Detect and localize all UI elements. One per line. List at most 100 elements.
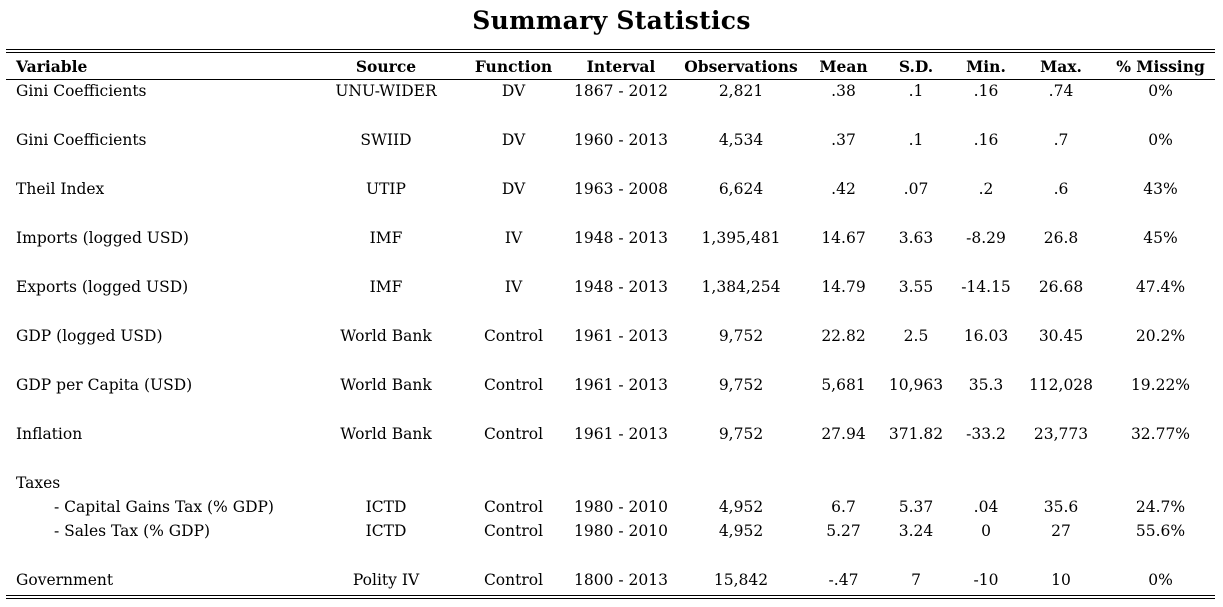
cell-mean: 6.7 bbox=[831, 498, 856, 516]
cell-mean: 5,681 bbox=[821, 376, 866, 394]
cell-function: Control bbox=[483, 327, 544, 345]
cell-sd: 3.63 bbox=[898, 229, 934, 247]
cell-missing: 20.2% bbox=[1135, 327, 1186, 345]
cell-min: -14.15 bbox=[961, 278, 1011, 296]
cell-max: .74 bbox=[1048, 82, 1074, 100]
row-spacer bbox=[6, 397, 1215, 422]
cell-function: DV bbox=[501, 131, 526, 149]
column-header-observations: Observations bbox=[684, 57, 798, 76]
cell-mean: -.47 bbox=[828, 571, 859, 589]
cell-function: IV bbox=[504, 229, 523, 247]
cell-sd: .1 bbox=[908, 82, 924, 100]
column-header-mean: Mean bbox=[819, 57, 868, 76]
table-row: Theil Index UTIP DV 1963 - 2008 6,624 .4… bbox=[6, 177, 1215, 201]
cell-variable: Government bbox=[16, 571, 114, 589]
cell-source: ICTD bbox=[365, 522, 407, 540]
table-row: GDP per Capita (USD) World Bank Control … bbox=[6, 373, 1215, 397]
cell-min: 0 bbox=[981, 522, 991, 540]
column-header-min: Min. bbox=[966, 57, 1006, 76]
cell-missing: 47.4% bbox=[1135, 278, 1186, 296]
cell-max: 35.6 bbox=[1043, 498, 1079, 516]
cell-mean: 5.27 bbox=[826, 522, 861, 540]
cell-max: 27 bbox=[1051, 522, 1071, 540]
cell-observations: 9,752 bbox=[718, 376, 764, 394]
cell-function: Control bbox=[483, 522, 544, 540]
cell-source: UTIP bbox=[366, 180, 406, 198]
cell-max: 30.45 bbox=[1038, 327, 1084, 345]
cell-observations: 9,752 bbox=[718, 327, 764, 345]
cell-function: DV bbox=[501, 82, 526, 100]
cell-observations: 1,395,481 bbox=[701, 229, 781, 247]
bottom-rule-inner bbox=[6, 595, 1215, 596]
cell-sd: 371.82 bbox=[888, 425, 944, 443]
taxes-group-label: Taxes bbox=[16, 474, 61, 492]
cell-mean: 22.82 bbox=[821, 327, 866, 345]
row-spacer bbox=[6, 446, 1215, 471]
cell-observations: 15,842 bbox=[713, 571, 769, 589]
cell-source: World Bank bbox=[340, 376, 432, 394]
cell-sd: 10,963 bbox=[888, 376, 944, 394]
cell-max: .6 bbox=[1053, 180, 1069, 198]
cell-mean: .42 bbox=[831, 180, 856, 198]
cell-max: 10 bbox=[1051, 571, 1071, 589]
column-header-source: Source bbox=[355, 57, 417, 76]
row-spacer bbox=[6, 250, 1215, 275]
cell-observations: 4,952 bbox=[718, 522, 764, 540]
cell-mean: 14.79 bbox=[821, 278, 866, 296]
cell-function: Control bbox=[483, 425, 544, 443]
cell-missing: 0% bbox=[1148, 571, 1173, 589]
cell-sd: 7 bbox=[911, 571, 921, 589]
cell-interval: 1867 - 2012 bbox=[574, 82, 668, 100]
cell-variable: GDP (logged USD) bbox=[16, 327, 163, 345]
cell-min: 35.3 bbox=[968, 376, 1004, 394]
cell-variable: - Capital Gains Tax (% GDP) bbox=[54, 498, 274, 516]
cell-max: 26.8 bbox=[1043, 229, 1079, 247]
cell-observations: 1,384,254 bbox=[701, 278, 781, 296]
cell-max: .7 bbox=[1053, 131, 1069, 149]
cell-variable: Exports (logged USD) bbox=[16, 278, 189, 296]
cell-variable: Gini Coefficients bbox=[16, 131, 147, 149]
cell-mean: .38 bbox=[831, 82, 856, 100]
summary-statistics-table: Variable Source Function Interval Observ… bbox=[6, 55, 1215, 592]
cell-min: .04 bbox=[973, 498, 999, 516]
table-row: Inflation World Bank Control 1961 - 2013… bbox=[6, 422, 1215, 446]
taxes-group-row: Taxes bbox=[6, 471, 1215, 495]
cell-function: Control bbox=[483, 498, 544, 516]
cell-interval: 1960 - 2013 bbox=[574, 131, 668, 149]
cell-min: -33.2 bbox=[966, 425, 1006, 443]
row-spacer bbox=[6, 201, 1215, 226]
cell-source: IMF bbox=[369, 229, 403, 247]
row-spacer bbox=[6, 348, 1215, 373]
cell-variable: GDP per Capita (USD) bbox=[16, 376, 193, 394]
row-spacer bbox=[6, 543, 1215, 568]
cell-variable: Imports (logged USD) bbox=[16, 229, 189, 247]
cell-mean: 14.67 bbox=[821, 229, 866, 247]
cell-min: .16 bbox=[973, 82, 999, 100]
cell-interval: 1961 - 2013 bbox=[574, 327, 668, 345]
cell-interval: 1963 - 2008 bbox=[574, 180, 668, 198]
cell-variable: Theil Index bbox=[16, 180, 105, 198]
cell-sd: 3.24 bbox=[898, 522, 934, 540]
cell-missing: 43% bbox=[1143, 180, 1178, 198]
bottom-rule-outer bbox=[6, 598, 1215, 599]
cell-source: World Bank bbox=[340, 327, 432, 345]
cell-observations: 2,821 bbox=[718, 82, 764, 100]
column-header-sd: S.D. bbox=[898, 57, 934, 76]
cell-missing: 24.7% bbox=[1135, 498, 1186, 516]
cell-sd: 5.37 bbox=[898, 498, 934, 516]
column-header-function: Function bbox=[474, 57, 553, 76]
cell-interval: 1961 - 2013 bbox=[574, 376, 668, 394]
cell-function: Control bbox=[483, 376, 544, 394]
table-row: - Sales Tax (% GDP) ICTD Control 1980 - … bbox=[6, 519, 1215, 543]
cell-missing: 45% bbox=[1143, 229, 1178, 247]
cell-sd: .07 bbox=[903, 180, 929, 198]
cell-source: ICTD bbox=[365, 498, 407, 516]
cell-mean: .37 bbox=[831, 131, 856, 149]
cell-observations: 6,624 bbox=[718, 180, 764, 198]
top-rule-outer bbox=[6, 49, 1215, 50]
cell-function: IV bbox=[504, 278, 523, 296]
cell-mean: 27.94 bbox=[821, 425, 866, 443]
page-title: Summary Statistics bbox=[472, 6, 751, 35]
cell-variable: - Sales Tax (% GDP) bbox=[54, 522, 211, 540]
top-rule-inner bbox=[6, 52, 1215, 53]
